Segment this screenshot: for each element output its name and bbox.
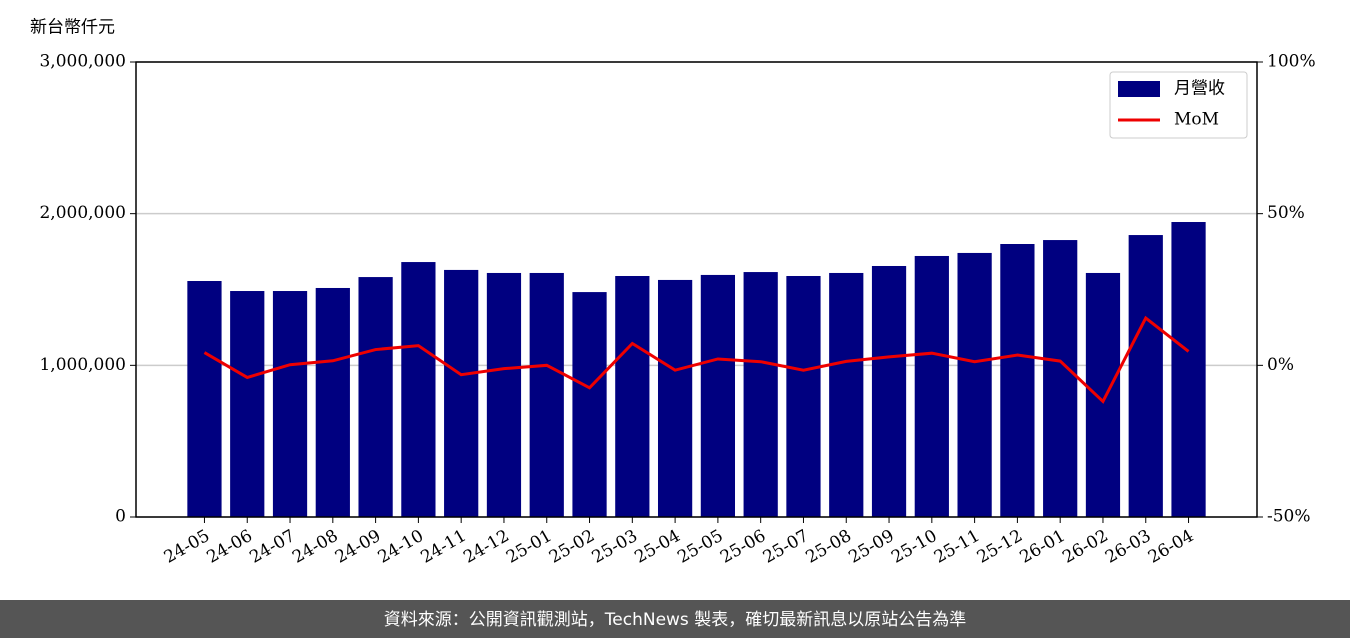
x-tick-label: 25-01	[503, 526, 555, 568]
y2-tick-label: 0%	[1267, 355, 1294, 375]
y2-tick-label: 100%	[1267, 52, 1316, 72]
x-tick-label: 24-11	[417, 526, 469, 568]
bar	[957, 252, 992, 517]
y-axis-label: 新台幣仟元	[30, 18, 115, 38]
x-tick-label: 25-09	[845, 526, 897, 568]
line	[203, 315, 1190, 404]
footer-bar	[0, 600, 1350, 638]
x-tick-label: 25-12	[974, 526, 1026, 568]
bar	[572, 292, 607, 517]
x-tick-label: 24-12	[460, 526, 512, 568]
y2-tick-label: -50%	[1267, 507, 1311, 527]
x-tick-label: 25-07	[760, 526, 812, 568]
x-tick-label: 24-08	[289, 526, 341, 568]
bar	[615, 276, 650, 517]
y-tick-label: 0	[115, 507, 126, 527]
bar	[529, 272, 564, 517]
y2-tick-label: 50%	[1267, 203, 1305, 223]
x-tick-label: 25-08	[803, 526, 855, 568]
x-tick-label: 24-06	[204, 526, 256, 568]
x-tick-label: 26-03	[1102, 526, 1154, 568]
legend-label: MoM	[1174, 110, 1219, 130]
bar	[272, 291, 308, 517]
bar	[1085, 272, 1121, 517]
bar	[871, 265, 907, 517]
y-tick-label: 1,000,000	[39, 355, 126, 375]
x-tick-label: 26-01	[1016, 526, 1068, 568]
x-tick-label: 25-06	[717, 526, 769, 568]
footer-text: 資料來源：公開資訊觀測站，TechNews 製表，確切最新訊息以原站公告為準	[384, 610, 966, 630]
bar	[486, 272, 522, 517]
x-tick-label: 24-09	[332, 526, 384, 568]
x-tick-label: 25-04	[631, 526, 683, 568]
x-tick-label: 24-10	[375, 526, 427, 568]
x-tick-label: 25-10	[888, 526, 940, 568]
x-tick-label: 24-07	[246, 526, 298, 568]
x-tick-label: 25-03	[589, 526, 641, 568]
bar	[187, 281, 222, 517]
bar	[230, 291, 265, 517]
bar	[401, 262, 436, 517]
x-tick-label: 26-02	[1059, 526, 1111, 568]
bar	[1128, 235, 1163, 517]
y-tick-label: 3,000,000	[39, 52, 126, 72]
bar	[914, 255, 949, 517]
bar	[829, 272, 864, 517]
bar	[315, 287, 350, 517]
x-tick-label: 25-05	[674, 526, 726, 568]
bar	[786, 276, 821, 517]
bar	[1000, 244, 1035, 517]
bar	[1043, 240, 1078, 517]
bar	[657, 279, 693, 517]
x-tick-label: 25-11	[931, 526, 983, 568]
plot-frame	[135, 61, 1258, 518]
x-tick-label: 26-04	[1145, 526, 1197, 568]
y-tick-label: 2,000,000	[39, 203, 126, 223]
bar	[444, 269, 479, 517]
legend-label: 月營收	[1174, 79, 1225, 99]
bar	[743, 272, 778, 517]
x-tick-label: 25-02	[546, 526, 598, 568]
bar	[1171, 222, 1206, 517]
bar	[358, 277, 393, 517]
legend-swatch	[1118, 81, 1160, 97]
bar	[700, 274, 736, 517]
x-tick-label: 24-05	[161, 526, 213, 568]
